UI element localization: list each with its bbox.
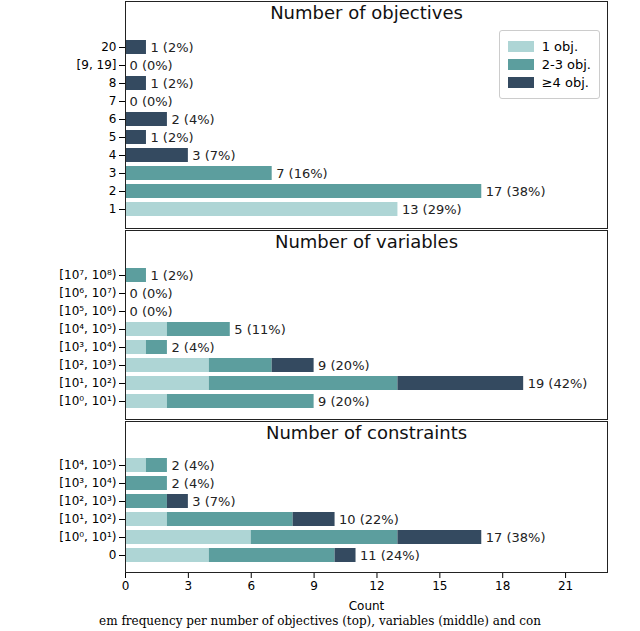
svg-text:[10⁵, 10⁶): [10⁵, 10⁶) bbox=[59, 304, 116, 318]
svg-text:0: 0 bbox=[122, 579, 130, 593]
svg-text:6: 6 bbox=[247, 579, 255, 593]
svg-text:2 (4%): 2 (4%) bbox=[171, 340, 214, 355]
svg-text:12: 12 bbox=[369, 579, 384, 593]
svg-text:7 (16%): 7 (16%) bbox=[276, 166, 327, 181]
svg-text:1 (2%): 1 (2%) bbox=[150, 76, 193, 91]
svg-text:8: 8 bbox=[109, 76, 117, 90]
svg-text:0 (0%): 0 (0%) bbox=[130, 304, 173, 319]
html-text:2-3 obj.: 2-3 obj. bbox=[541, 57, 591, 72]
svg-text:Number of variables: Number of variables bbox=[275, 231, 458, 252]
svg-text:15: 15 bbox=[432, 579, 447, 593]
svg-text:2 (4%): 2 (4%) bbox=[171, 476, 214, 491]
svg-text:[10², 10³): [10², 10³) bbox=[59, 494, 116, 508]
svg-text:5: 5 bbox=[109, 130, 117, 144]
svg-text:2: 2 bbox=[109, 184, 117, 198]
svg-text:[10⁰, 10¹): [10⁰, 10¹) bbox=[59, 394, 116, 408]
svg-text:2 (4%): 2 (4%) bbox=[171, 112, 214, 127]
svg-text:6: 6 bbox=[109, 112, 117, 126]
svg-text:7: 7 bbox=[109, 94, 117, 108]
svg-text:[10¹, 10²): [10¹, 10²) bbox=[59, 512, 116, 526]
svg-text:[10¹, 10²): [10¹, 10²) bbox=[59, 376, 116, 390]
svg-text:[10⁶, 10⁷): [10⁶, 10⁷) bbox=[59, 286, 116, 300]
svg-text:18: 18 bbox=[495, 579, 510, 593]
svg-text:[10⁰, 10¹): [10⁰, 10¹) bbox=[59, 530, 116, 544]
svg-text:0 (0%): 0 (0%) bbox=[130, 58, 173, 73]
svg-text:10 (22%): 10 (22%) bbox=[339, 512, 399, 527]
svg-text:21: 21 bbox=[558, 579, 573, 593]
svg-text:[10⁴, 10⁵): [10⁴, 10⁵) bbox=[59, 458, 116, 472]
svg-text:3 (7%): 3 (7%) bbox=[192, 148, 235, 163]
svg-text:1 (2%): 1 (2%) bbox=[150, 40, 193, 55]
svg-text:[10³, 10⁴): [10³, 10⁴) bbox=[59, 340, 116, 354]
svg-text:9: 9 bbox=[310, 579, 318, 593]
html-text:em frequency per number of obj: em frequency per number of objectives (t… bbox=[99, 614, 541, 628]
svg-text:[10⁷, 10⁸): [10⁷, 10⁸) bbox=[59, 268, 116, 282]
svg-text:[10², 10³): [10², 10³) bbox=[59, 358, 116, 372]
svg-text:2 (4%): 2 (4%) bbox=[171, 458, 214, 473]
svg-text:19 (42%): 19 (42%) bbox=[528, 376, 588, 391]
svg-text:3 (7%): 3 (7%) bbox=[192, 494, 235, 509]
svg-text:1: 1 bbox=[109, 202, 117, 216]
svg-text:4: 4 bbox=[109, 148, 117, 162]
svg-text:5 (11%): 5 (11%) bbox=[234, 322, 285, 337]
svg-text:9 (20%): 9 (20%) bbox=[318, 358, 369, 373]
svg-text:1 (2%): 1 (2%) bbox=[150, 130, 193, 145]
svg-text:0: 0 bbox=[109, 548, 117, 562]
svg-text:17 (38%): 17 (38%) bbox=[486, 530, 546, 545]
svg-text:11 (24%): 11 (24%) bbox=[360, 548, 420, 563]
svg-text:13 (29%): 13 (29%) bbox=[402, 202, 462, 217]
svg-text:[9, 19]: [9, 19] bbox=[77, 58, 117, 72]
svg-text:3: 3 bbox=[185, 579, 193, 593]
svg-text:9 (20%): 9 (20%) bbox=[318, 394, 369, 409]
svg-text:3: 3 bbox=[109, 166, 117, 180]
svg-text:17 (38%): 17 (38%) bbox=[486, 184, 546, 199]
html-text:1 obj.: 1 obj. bbox=[541, 39, 578, 54]
svg-text:Number of objectives: Number of objectives bbox=[270, 2, 463, 23]
svg-text:[10⁴, 10⁵): [10⁴, 10⁵) bbox=[59, 322, 116, 336]
svg-text:1 (2%): 1 (2%) bbox=[150, 268, 193, 283]
svg-text:0 (0%): 0 (0%) bbox=[130, 94, 173, 109]
svg-text:Count: Count bbox=[349, 599, 385, 613]
svg-text:0 (0%): 0 (0%) bbox=[130, 286, 173, 301]
svg-text:Number of constraints: Number of constraints bbox=[266, 422, 467, 443]
svg-text:[10³, 10⁴): [10³, 10⁴) bbox=[59, 476, 116, 490]
svg-text:20: 20 bbox=[101, 40, 116, 54]
html-text:≥4 obj.: ≥4 obj. bbox=[541, 75, 589, 90]
